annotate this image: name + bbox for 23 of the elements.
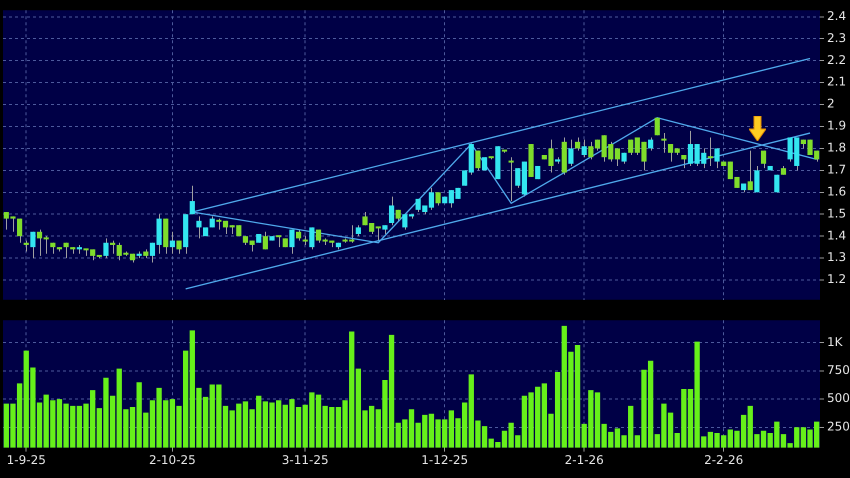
- y-tick-label: 1.6: [827, 184, 846, 198]
- y-tick-label: 1.9: [827, 118, 846, 133]
- y-tick-label: 1.8: [827, 140, 846, 155]
- x-tick-label: 2-10-25: [148, 452, 196, 467]
- y-tick-label: 2.4: [827, 8, 846, 23]
- x-tick-label: 2-2-26: [704, 452, 744, 467]
- y-tick-label: 1K: [827, 334, 844, 349]
- y-tick-label: 2.3: [827, 30, 846, 45]
- x-tick-label: 2-1-26: [564, 452, 604, 467]
- y-tick-label: 750: [827, 363, 850, 378]
- y-tick-label: 500: [827, 391, 850, 406]
- y-tick-label: 1.7: [827, 162, 846, 176]
- y-tick-label: 2: [827, 96, 835, 111]
- x-tick-label: 3-11-25: [282, 452, 329, 467]
- y-tick-label: 1.4: [827, 228, 846, 242]
- x-tick-label: 1-12-25: [421, 452, 468, 467]
- y-tick-label: 1.5: [827, 206, 846, 220]
- y-tick-label: 1.2: [827, 272, 846, 286]
- y-tick-label: 2.2: [827, 52, 846, 67]
- y-tick-label: 2.1: [827, 74, 846, 89]
- y-tick-label: 1.3: [827, 250, 846, 264]
- y-tick-label: 250: [827, 419, 850, 434]
- x-tick-label: 1-9-25: [6, 452, 46, 467]
